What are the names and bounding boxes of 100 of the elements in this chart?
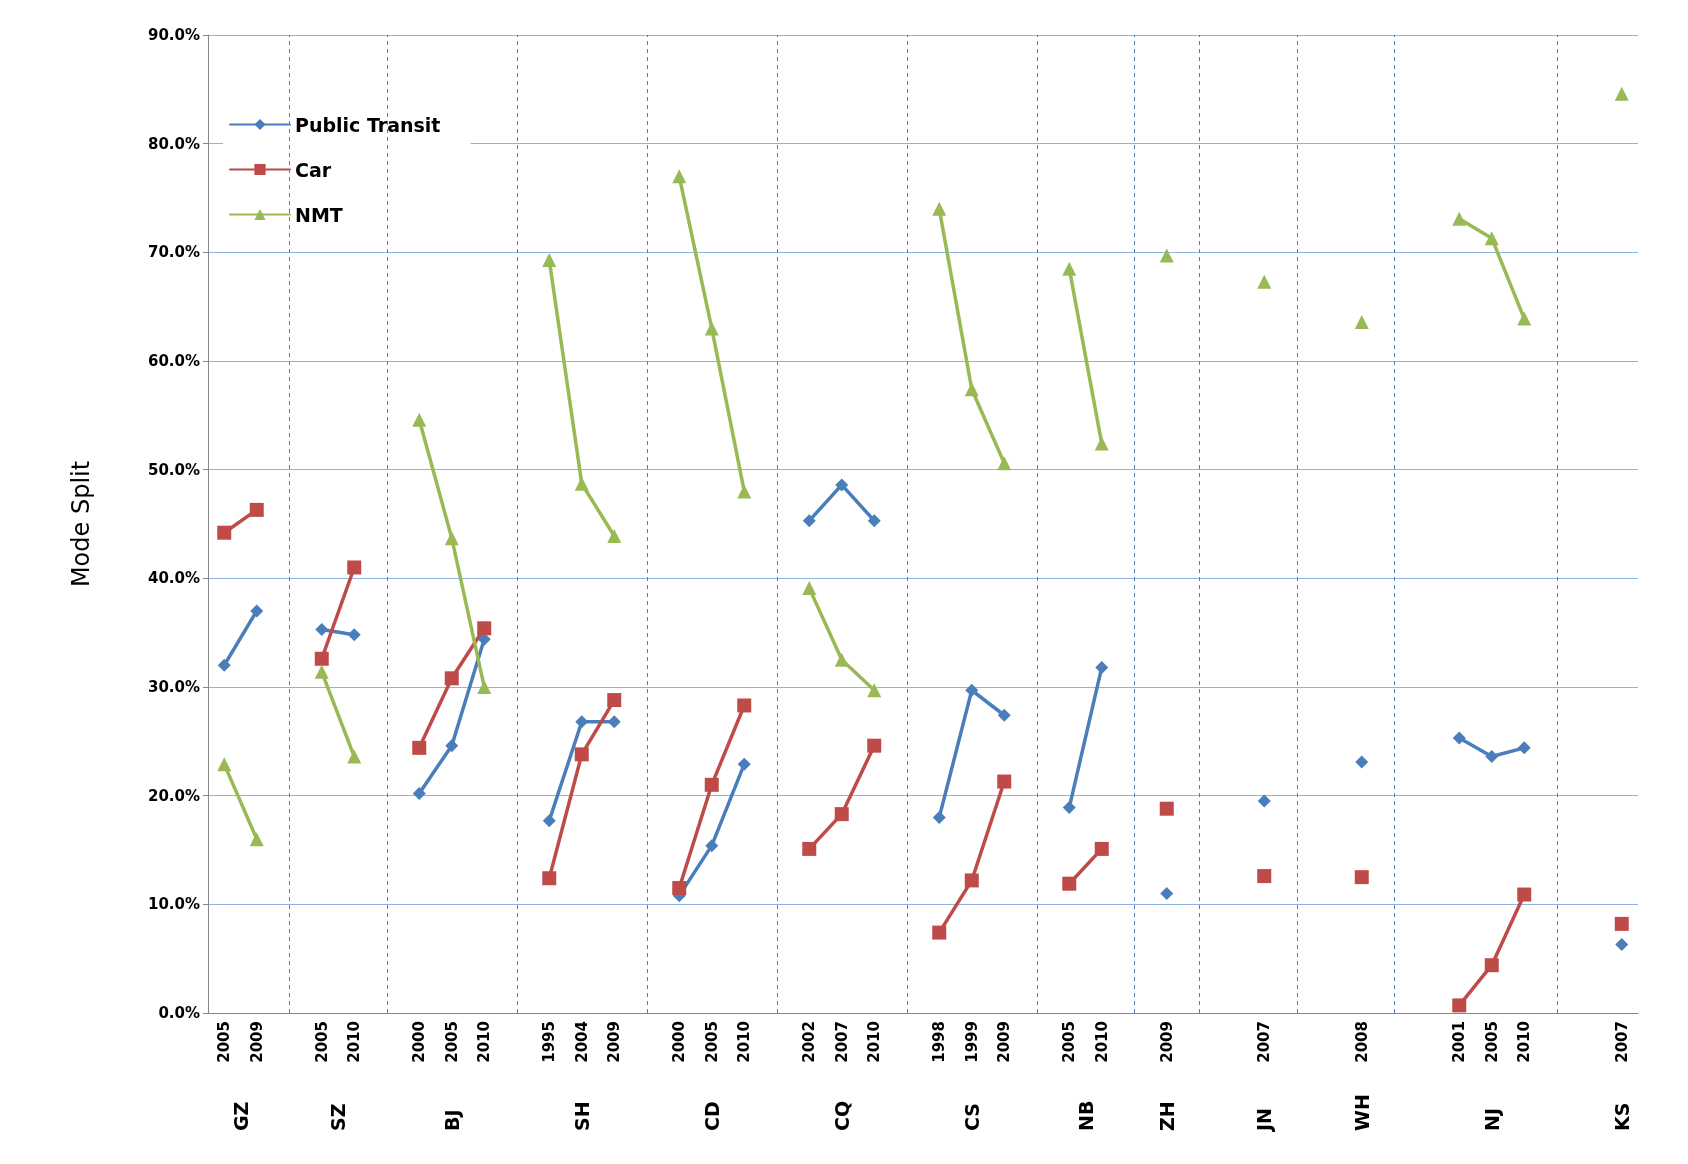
point	[672, 881, 687, 896]
point	[1094, 436, 1109, 451]
point	[477, 680, 492, 694]
point	[1354, 314, 1369, 329]
point	[1095, 660, 1109, 674]
legend-label: NMT	[295, 203, 343, 226]
x-tick-label: 2009	[995, 1021, 1014, 1063]
y-tick-label: 10.0%	[147, 895, 200, 914]
x-tick-label: 2009	[605, 1021, 624, 1063]
x-tick-label: 2010	[735, 1021, 754, 1063]
point	[542, 871, 557, 886]
y-tick-label: 30.0%	[147, 678, 200, 696]
x-tick-label: 1999	[962, 1021, 981, 1063]
y-tick-label: 50.0%	[147, 460, 200, 479]
x-tick-label: 2000	[670, 1021, 689, 1063]
point	[314, 664, 329, 679]
point	[607, 715, 621, 729]
point	[1062, 876, 1077, 891]
point	[1159, 248, 1174, 263]
point	[347, 628, 361, 642]
point	[574, 476, 589, 491]
y-tick-label: 20.0%	[147, 786, 200, 805]
y-tick-label: 60.0%	[147, 352, 200, 370]
point	[1160, 886, 1174, 900]
point	[445, 739, 459, 753]
point	[737, 757, 751, 771]
point	[867, 683, 882, 698]
point	[477, 621, 492, 636]
point	[1452, 998, 1467, 1013]
text: CD	[700, 1101, 723, 1131]
point	[217, 525, 232, 540]
point	[1159, 801, 1174, 816]
point	[315, 622, 329, 636]
x-tick-label: 2005	[1482, 1021, 1501, 1063]
point	[1452, 211, 1467, 226]
text: NJ	[1480, 1108, 1503, 1131]
x-tick-label: 2005	[1060, 1021, 1079, 1063]
point	[965, 683, 979, 697]
point	[802, 581, 817, 596]
point	[347, 749, 362, 764]
x-tick-label: 2007	[1255, 1021, 1274, 1063]
text: SH	[570, 1101, 593, 1131]
text: WH	[1350, 1094, 1373, 1131]
legend-label: Car	[295, 158, 332, 181]
text: NB	[1074, 1100, 1097, 1131]
point	[607, 693, 622, 708]
point	[1614, 916, 1629, 931]
point	[932, 201, 947, 216]
y-tick-label: 90.0%	[147, 26, 200, 44]
point	[834, 807, 849, 822]
point	[1452, 731, 1466, 745]
point	[1355, 755, 1369, 769]
point	[672, 169, 687, 184]
text: ZH	[1155, 1101, 1178, 1131]
point	[705, 839, 719, 853]
point	[737, 698, 752, 713]
x-tick-label: 2010	[1092, 1021, 1111, 1063]
x-tick-label: 2010	[865, 1021, 884, 1063]
x-tick-label: 2005	[312, 1021, 331, 1063]
x-tick-label: 2010	[345, 1021, 364, 1063]
y-tick-label: 0.0%	[158, 1004, 200, 1022]
point	[347, 560, 362, 575]
point	[1062, 801, 1076, 815]
point	[704, 321, 719, 336]
text: JN	[1253, 1108, 1276, 1133]
x-tick-label: 2010	[1515, 1021, 1534, 1063]
point	[1517, 311, 1532, 326]
point	[802, 841, 817, 856]
point	[1484, 231, 1499, 246]
point	[867, 514, 881, 528]
text: GZ	[229, 1101, 252, 1131]
x-tick-label: 2009	[247, 1021, 266, 1063]
x-tick-label: 2009	[1157, 1021, 1176, 1063]
x-tick-label: 2010	[475, 1021, 494, 1063]
point	[249, 832, 264, 847]
point	[412, 786, 426, 800]
y-axis-title: Mode Split	[67, 460, 95, 588]
point	[444, 671, 459, 686]
point	[997, 774, 1012, 789]
point	[997, 456, 1012, 471]
point	[1614, 86, 1629, 101]
point	[542, 814, 556, 828]
point	[607, 528, 622, 543]
x-tick-label: 2008	[1352, 1021, 1371, 1063]
x-tick-label: 2002	[800, 1021, 819, 1063]
point	[1094, 841, 1109, 856]
text: KS	[1610, 1102, 1633, 1131]
text: SZ	[327, 1103, 349, 1131]
point	[802, 514, 816, 528]
point	[704, 777, 719, 792]
x-tick-label: 2004	[572, 1021, 591, 1063]
point	[574, 747, 589, 762]
point	[834, 652, 849, 667]
point	[1062, 261, 1077, 276]
x-tick-label: 2001	[1450, 1021, 1469, 1063]
text: CQ	[830, 1100, 853, 1131]
point	[217, 658, 231, 672]
point	[964, 873, 979, 888]
legend-label: Public Transit	[295, 113, 441, 136]
point	[867, 738, 882, 753]
